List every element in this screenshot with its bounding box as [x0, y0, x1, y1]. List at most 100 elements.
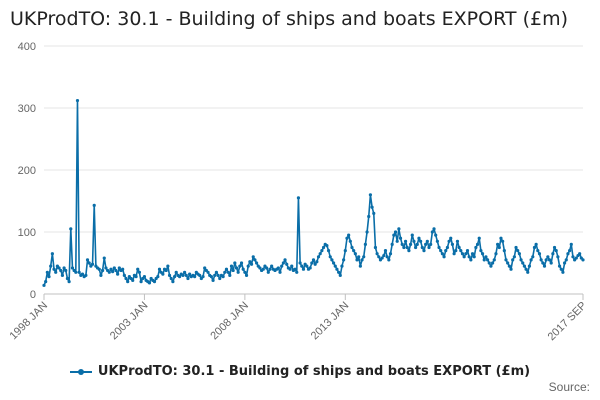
data-point[interactable]: [502, 249, 506, 253]
data-point[interactable]: [283, 258, 287, 262]
data-point[interactable]: [338, 273, 342, 277]
data-point[interactable]: [372, 211, 376, 215]
data-point[interactable]: [489, 264, 493, 268]
data-point[interactable]: [331, 261, 336, 265]
data-point[interactable]: [571, 255, 575, 259]
data-point[interactable]: [504, 258, 508, 262]
data-point[interactable]: [223, 270, 227, 274]
data-point[interactable]: [244, 273, 249, 277]
data-point[interactable]: [206, 270, 210, 274]
data-point[interactable]: [241, 267, 245, 271]
data-point[interactable]: [435, 239, 439, 243]
data-point[interactable]: [214, 270, 219, 274]
data-point[interactable]: [578, 252, 582, 256]
data-point[interactable]: [60, 273, 65, 277]
data-point[interactable]: [59, 268, 63, 273]
data-point[interactable]: [352, 249, 356, 253]
data-point[interactable]: [405, 245, 409, 250]
data-point[interactable]: [467, 255, 471, 259]
data-point[interactable]: [362, 255, 366, 259]
data-point[interactable]: [147, 281, 152, 285]
data-point[interactable]: [139, 280, 143, 284]
data-point[interactable]: [526, 270, 530, 274]
data-point[interactable]: [380, 256, 384, 260]
data-point[interactable]: [387, 258, 391, 262]
data-point[interactable]: [547, 258, 552, 262]
data-point[interactable]: [126, 280, 130, 284]
data-point[interactable]: [49, 264, 53, 268]
data-point[interactable]: [370, 205, 374, 209]
data-point[interactable]: [425, 239, 429, 243]
data-point[interactable]: [74, 270, 78, 274]
data-point[interactable]: [104, 266, 108, 270]
data-point[interactable]: [320, 249, 324, 253]
data-point[interactable]: [201, 275, 205, 279]
data-point[interactable]: [172, 275, 177, 279]
data-point[interactable]: [188, 272, 192, 276]
data-point[interactable]: [454, 249, 458, 253]
data-point[interactable]: [420, 245, 424, 250]
data-point[interactable]: [487, 261, 491, 265]
data-point[interactable]: [251, 255, 255, 259]
data-point[interactable]: [337, 270, 341, 274]
data-point[interactable]: [412, 239, 416, 243]
data-point[interactable]: [537, 252, 542, 256]
data-point[interactable]: [358, 264, 362, 268]
data-point[interactable]: [534, 242, 538, 246]
data-point[interactable]: [301, 267, 306, 271]
data-point[interactable]: [218, 276, 222, 281]
data-point[interactable]: [507, 264, 511, 268]
data-point[interactable]: [167, 273, 172, 277]
data-point[interactable]: [457, 245, 461, 250]
data-point[interactable]: [226, 270, 230, 274]
data-point[interactable]: [393, 230, 398, 234]
data-point[interactable]: [442, 255, 446, 259]
data-point[interactable]: [231, 268, 235, 273]
data-point[interactable]: [114, 268, 118, 273]
data-point[interactable]: [403, 239, 408, 243]
data-point[interactable]: [427, 245, 431, 250]
data-point[interactable]: [117, 266, 121, 270]
data-point[interactable]: [233, 261, 237, 265]
data-point[interactable]: [460, 252, 465, 256]
legend[interactable]: UKProdTO: 30.1 - Building of ships and b…: [0, 364, 600, 379]
data-point[interactable]: [335, 267, 339, 271]
data-point[interactable]: [350, 245, 354, 250]
data-point[interactable]: [107, 270, 111, 274]
data-point[interactable]: [265, 266, 269, 270]
data-point[interactable]: [400, 242, 404, 246]
data-point[interactable]: [474, 245, 478, 250]
data-point[interactable]: [261, 267, 265, 271]
data-point[interactable]: [485, 258, 490, 262]
data-point[interactable]: [342, 258, 346, 262]
data-point[interactable]: [477, 236, 481, 240]
data-point[interactable]: [236, 270, 240, 274]
data-point[interactable]: [459, 249, 463, 253]
data-point[interactable]: [85, 258, 90, 262]
data-point[interactable]: [183, 270, 187, 274]
data-point[interactable]: [243, 270, 247, 274]
data-point[interactable]: [552, 245, 557, 250]
data-point[interactable]: [554, 249, 558, 253]
data-point[interactable]: [506, 261, 510, 265]
data-point[interactable]: [62, 266, 66, 270]
data-point[interactable]: [64, 268, 68, 273]
data-point[interactable]: [152, 280, 157, 284]
data-point[interactable]: [527, 264, 532, 268]
data-point[interactable]: [50, 252, 54, 256]
data-point[interactable]: [134, 275, 138, 279]
data-point[interactable]: [574, 256, 578, 260]
data-point[interactable]: [171, 280, 175, 284]
data-point[interactable]: [440, 252, 444, 256]
data-point[interactable]: [531, 255, 535, 259]
data-point[interactable]: [111, 270, 115, 274]
data-point[interactable]: [465, 249, 470, 253]
data-point[interactable]: [566, 252, 570, 256]
data-point[interactable]: [92, 203, 96, 207]
data-point[interactable]: [157, 267, 162, 271]
data-point[interactable]: [519, 258, 523, 262]
data-point[interactable]: [492, 258, 496, 262]
data-point[interactable]: [419, 239, 423, 243]
data-point[interactable]: [69, 227, 73, 231]
data-point[interactable]: [415, 242, 419, 246]
